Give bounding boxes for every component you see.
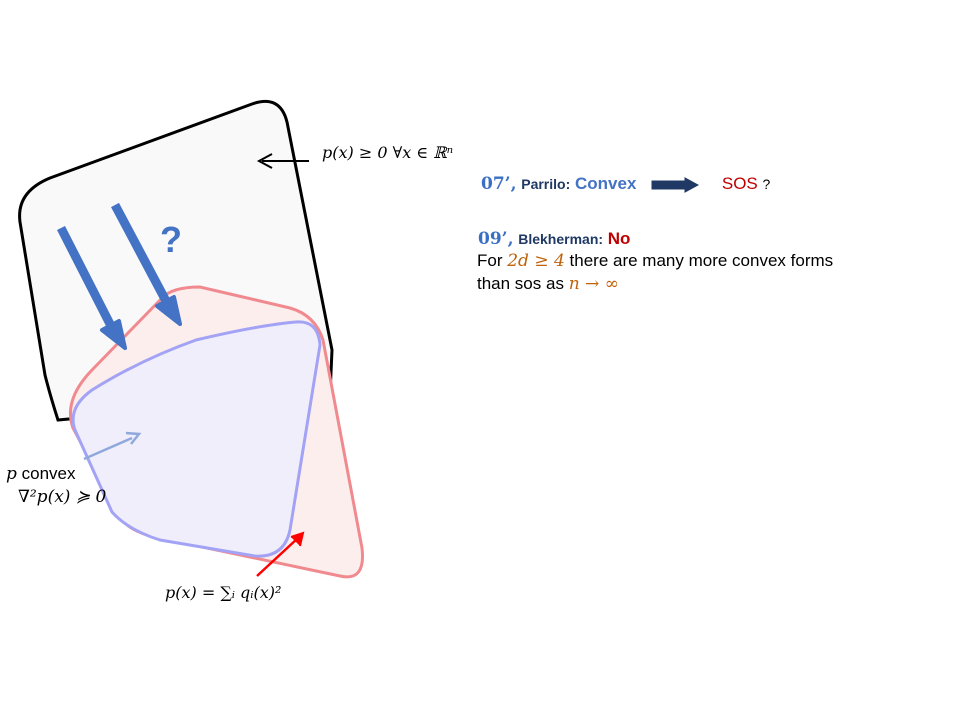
sos-pointer-arrow	[256, 531, 305, 577]
result-line-2: than sos as n → ∞	[477, 274, 619, 294]
blekherman-name: Blekherman:	[518, 231, 604, 247]
result-for: For	[477, 251, 503, 270]
question-mark: ?	[160, 219, 182, 260]
nonnegative-label: p(x) ≥ 0 ∀x ∈ ℝⁿ	[322, 143, 454, 162]
result-line-1: For 2d ≥ 4 there are many more convex fo…	[477, 251, 833, 271]
parrilo-name: Parrilo:	[521, 176, 571, 192]
parrilo-year: 07’,	[481, 174, 517, 194]
parrilo-convex: Convex	[574, 174, 637, 193]
blekherman-no: No	[607, 229, 631, 248]
convex-label-word: convex	[21, 464, 76, 483]
convex-label-p: p	[6, 464, 17, 484]
result-rest: there are many more convex forms	[569, 251, 834, 270]
convex-label: p convex	[6, 464, 76, 484]
parrilo-line: 07’, Parrilo: Convex SOS ?	[481, 174, 770, 194]
hessian-label: ∇²p(x) ≽ 0	[18, 487, 107, 507]
result-than: than sos as	[477, 274, 564, 293]
blekherman-year: 09’,	[478, 229, 514, 249]
convex-pointer-arrow	[83, 431, 142, 461]
sos-formula-label: p(x) = ∑ᵢ qᵢ(x)²	[165, 583, 282, 602]
result-limit-math: n → ∞	[568, 274, 619, 294]
result-degree-math: 2d ≥ 4	[507, 251, 565, 271]
implies-arrow-icon	[651, 176, 700, 193]
blekherman-line: 09’, Blekherman: No	[478, 229, 630, 249]
convex-set-shape	[71, 320, 322, 558]
parrilo-sos: SOS	[721, 174, 758, 193]
nonnegative-pointer-arrow	[256, 153, 309, 169]
big-arrow-2	[111, 202, 182, 326]
big-arrow-1	[56, 225, 127, 350]
parrilo-question: ?	[762, 176, 771, 192]
